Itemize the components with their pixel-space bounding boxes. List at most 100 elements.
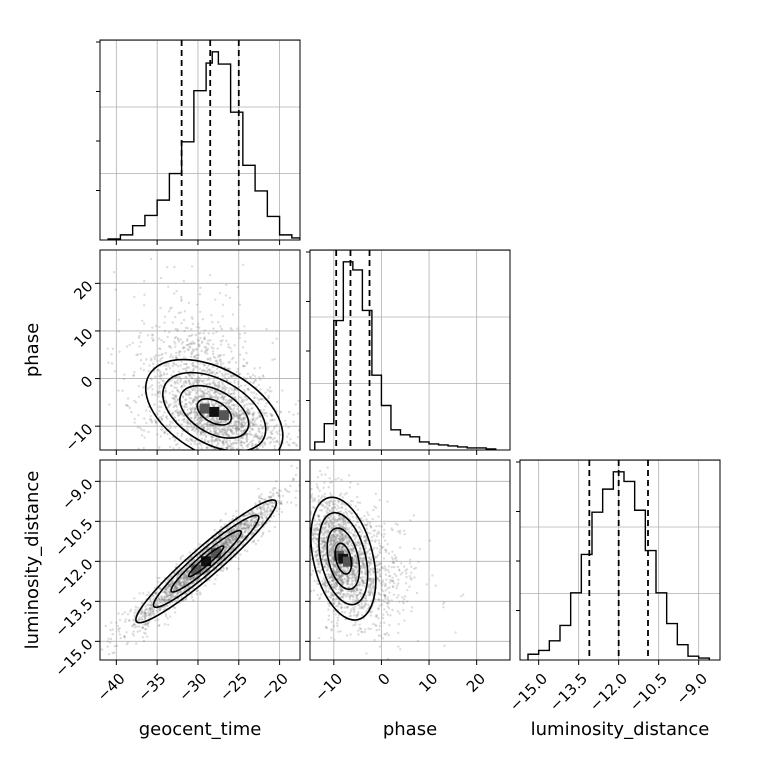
scatter-point bbox=[178, 391, 181, 394]
scatter-point bbox=[168, 367, 172, 370]
scatter-point bbox=[229, 541, 232, 544]
scatter-point bbox=[214, 395, 217, 398]
scatter-point bbox=[207, 339, 210, 342]
scatter-point bbox=[167, 362, 170, 366]
scatter-point bbox=[412, 514, 415, 517]
scatter-point bbox=[245, 524, 249, 527]
scatter-point bbox=[303, 443, 305, 445]
scatter-point bbox=[199, 422, 202, 425]
scatter-point bbox=[221, 430, 224, 433]
scatter-point bbox=[181, 569, 185, 572]
scatter-point bbox=[205, 392, 209, 395]
scatter-point bbox=[252, 411, 255, 414]
scatter-point bbox=[197, 343, 200, 346]
scatter-point bbox=[286, 501, 289, 504]
scatter-point bbox=[184, 381, 188, 385]
scatter-point bbox=[196, 379, 200, 382]
scatter-point bbox=[238, 423, 241, 426]
scatter-point bbox=[260, 522, 264, 525]
scatter-point bbox=[232, 536, 235, 540]
scatter-point bbox=[241, 453, 243, 455]
scatter-point bbox=[267, 496, 271, 499]
scatter-point bbox=[173, 404, 176, 407]
scatter-point bbox=[236, 540, 240, 544]
scatter-point bbox=[310, 428, 312, 430]
scatter-point bbox=[243, 423, 247, 426]
scatter-point bbox=[192, 387, 196, 390]
scatter-point bbox=[286, 490, 289, 493]
scatter-point bbox=[200, 457, 202, 459]
scatter-point bbox=[223, 428, 227, 431]
scatter-point bbox=[167, 428, 171, 431]
scatter-point bbox=[142, 304, 146, 307]
scatter-point bbox=[250, 445, 253, 448]
scatter-point bbox=[228, 525, 231, 528]
scatter-point bbox=[184, 398, 188, 401]
scatter-point bbox=[217, 425, 220, 428]
scatter-point bbox=[184, 574, 188, 577]
scatter-point bbox=[184, 375, 187, 379]
scatter-point bbox=[204, 415, 207, 418]
scatter-point bbox=[192, 349, 195, 352]
scatter-point bbox=[163, 315, 167, 318]
scatter-point bbox=[271, 452, 273, 454]
scatter-point bbox=[153, 357, 156, 361]
scatter-point bbox=[238, 531, 241, 534]
scatter-point bbox=[210, 394, 213, 398]
scatter-point bbox=[285, 583, 287, 585]
scatter-point bbox=[154, 591, 157, 595]
scatter-point bbox=[246, 525, 250, 528]
scatter-point bbox=[226, 544, 229, 547]
scatter-point bbox=[296, 436, 299, 439]
scatter-point bbox=[221, 387, 224, 390]
scatter-point bbox=[165, 595, 168, 599]
scatter-point bbox=[195, 348, 199, 351]
scatter-point bbox=[249, 402, 253, 406]
scatter-point bbox=[230, 358, 234, 361]
scatter-point bbox=[236, 286, 240, 289]
scatter-point bbox=[199, 336, 202, 340]
scatter-point bbox=[179, 412, 183, 415]
scatter-point bbox=[155, 602, 158, 605]
scatter-point bbox=[259, 378, 262, 381]
scatter-point bbox=[262, 427, 265, 430]
scatter-point bbox=[174, 342, 177, 345]
scatter-point bbox=[245, 435, 249, 439]
scatter-point bbox=[220, 405, 223, 408]
scatter-point bbox=[304, 501, 306, 503]
scatter-point bbox=[234, 427, 238, 431]
scatter-point bbox=[185, 576, 188, 579]
scatter-point bbox=[148, 364, 151, 367]
scatter-point bbox=[257, 383, 260, 387]
scatter-point bbox=[208, 274, 212, 277]
scatter-point bbox=[225, 433, 228, 437]
scatter-point bbox=[157, 390, 161, 393]
scatter-point bbox=[269, 496, 272, 499]
scatter-point bbox=[214, 578, 217, 581]
scatter-point bbox=[188, 551, 192, 554]
scatter-point bbox=[144, 622, 147, 626]
scatter-point bbox=[207, 376, 210, 379]
scatter-point bbox=[295, 466, 299, 470]
scatter-point bbox=[243, 403, 246, 407]
scatter-point bbox=[180, 434, 183, 438]
scatter-point bbox=[199, 421, 202, 424]
scatter-point bbox=[265, 503, 268, 506]
scatter-point bbox=[197, 395, 200, 399]
scatter-point bbox=[172, 447, 175, 450]
scatter-point bbox=[180, 589, 183, 593]
scatter-point bbox=[231, 313, 235, 316]
scatter-point bbox=[241, 400, 245, 404]
scatter-point bbox=[234, 411, 238, 414]
scatter-point bbox=[158, 607, 161, 611]
scatter-point bbox=[160, 595, 163, 598]
scatter-point bbox=[264, 391, 267, 394]
scatter-point bbox=[226, 373, 230, 376]
scatter-point bbox=[229, 430, 233, 433]
scatter-point bbox=[118, 627, 121, 630]
scatter-point bbox=[247, 524, 251, 527]
scatter-point bbox=[96, 659, 98, 661]
scatter-point bbox=[258, 451, 260, 453]
scatter-point bbox=[211, 443, 214, 446]
scatter-point bbox=[158, 597, 161, 600]
